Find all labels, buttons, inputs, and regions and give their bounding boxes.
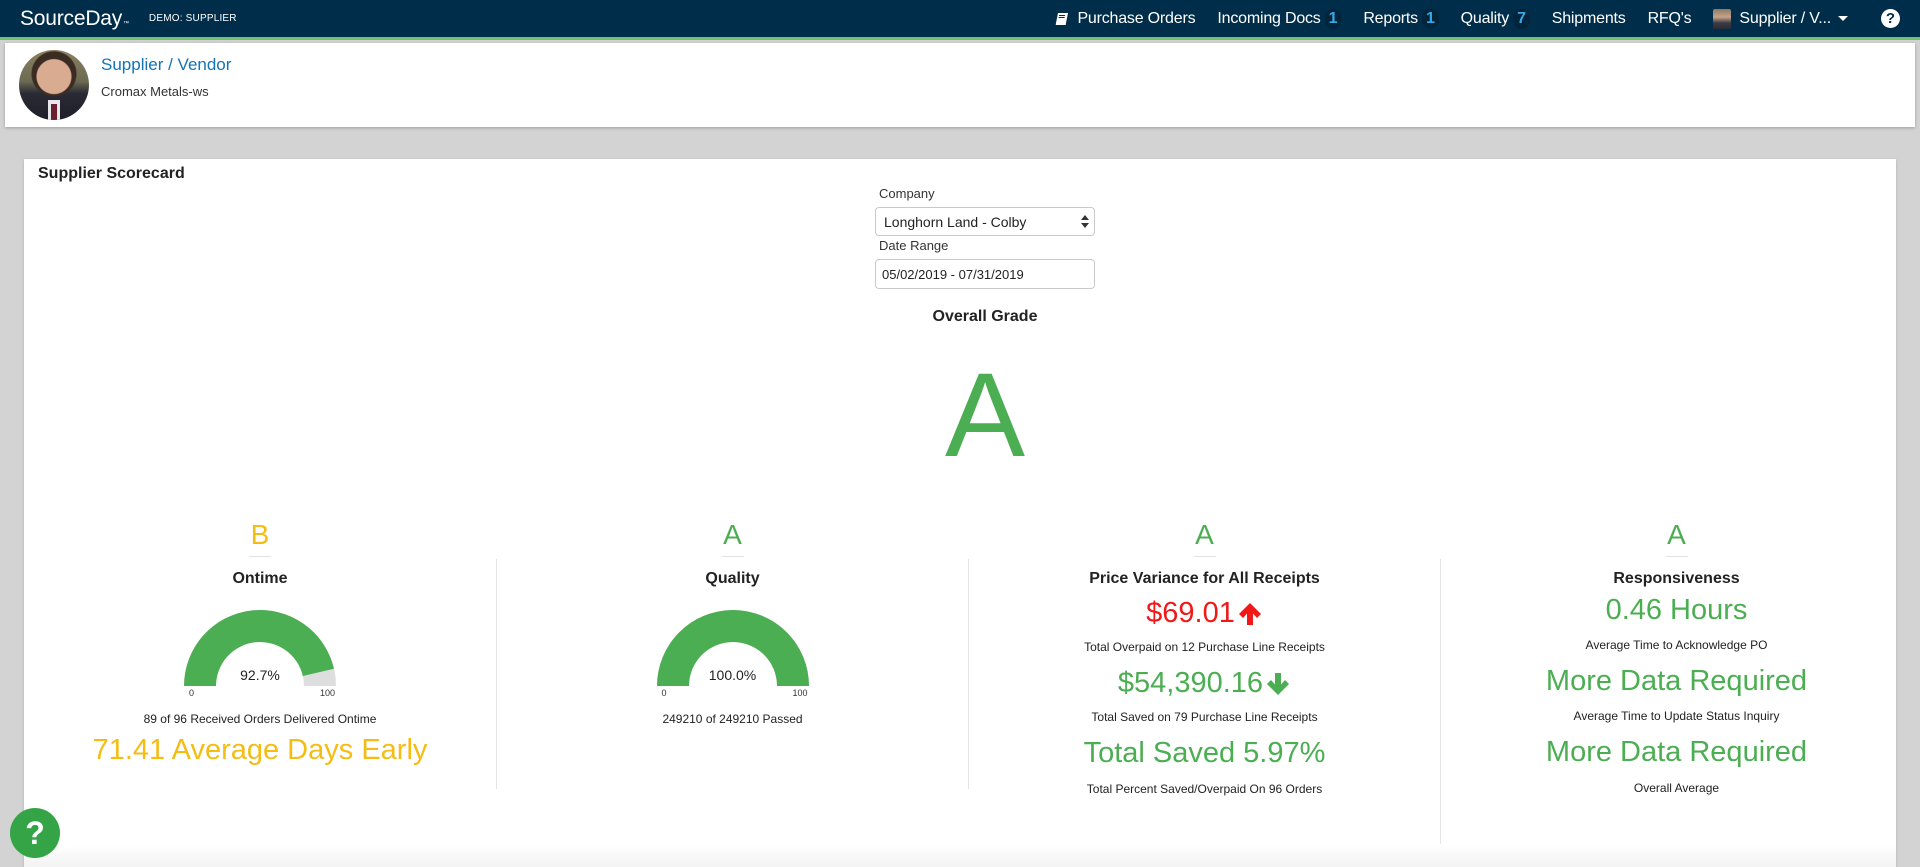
nav-quality[interactable]: Quality 7 — [1450, 0, 1541, 37]
overpaid-value: $69.01 — [1146, 597, 1235, 629]
nav-reports[interactable]: Reports 1 — [1352, 0, 1449, 37]
acknowledge-label: Average Time to Acknowledge PO — [1585, 638, 1768, 652]
quality-gauge-min: 0 — [661, 688, 667, 698]
demo-label: DEMO: SUPPLIER — [148, 13, 237, 24]
arrow-down-icon — [1267, 673, 1290, 696]
overall-grade-label: Overall Grade — [932, 308, 1038, 325]
profile-company: Cromax Metals-ws — [101, 84, 209, 99]
ontime-gauge-arc — [184, 609, 336, 686]
brand-logo[interactable]: SourceDay ™ — [20, 7, 129, 31]
quality-title: Quality — [705, 570, 760, 587]
user-avatar-small — [1713, 8, 1732, 29]
nav-quality-label: Quality — [1460, 9, 1510, 27]
saved-value: $54,390.16 — [1117, 667, 1264, 699]
company-select[interactable]: Longhorn Land - Colby — [875, 207, 1095, 236]
top-nav: SourceDay ™ DEMO: SUPPLIER Purchase Order… — [0, 0, 1920, 40]
profile-name-link[interactable]: Supplier / Vendor — [101, 55, 232, 74]
percent-saved-label: Total Percent Saved/Overpaid On 96 Order… — [1086, 782, 1323, 796]
brand-name: SourceDay — [20, 6, 123, 30]
ontime-detail: 89 of 96 Received Orders Delivered Ontim… — [143, 712, 377, 726]
arrow-up-icon — [1238, 603, 1261, 626]
caret-down-icon — [1838, 16, 1848, 21]
overpaid-label: Total Overpaid on 12 Purchase Line Recei… — [1084, 640, 1325, 654]
nav-rfqs-label: RFQ's — [1647, 9, 1692, 27]
ontime-gauge-max: 100 — [319, 688, 335, 698]
company-select-value: Longhorn Land - Colby — [884, 213, 1027, 230]
user-menu-label: Supplier / V... — [1739, 9, 1831, 27]
percent-saved-value: Total Saved 5.97% — [1083, 737, 1326, 769]
price-variance-title: Price Variance for All Receipts — [1089, 570, 1320, 587]
saved-label: Total Saved on 79 Purchase Line Receipts — [1091, 710, 1318, 724]
ontime-title: Ontime — [232, 570, 288, 587]
nav-incoming-docs[interactable]: Incoming Docs 1 — [1206, 0, 1352, 37]
nav-purchase-orders-label: Purchase Orders — [1077, 9, 1196, 27]
divider — [721, 556, 744, 557]
ontime-grade: B — [250, 519, 270, 550]
divider — [1665, 556, 1688, 557]
status-inquiry-value: More Data Required — [1545, 665, 1808, 697]
nav-purchase-orders[interactable]: Purchase Orders — [1044, 0, 1206, 37]
card-bottom-edge — [24, 845, 1896, 867]
nav-rfqs[interactable]: RFQ's — [1637, 0, 1703, 37]
overall-average-value: More Data Required — [1545, 736, 1808, 768]
quality-gauge-value: 100.0% — [708, 667, 757, 683]
nav-menu: Purchase Orders Incoming Docs 1 Reports … — [1044, 0, 1920, 37]
reports-badge: 1 — [1421, 8, 1439, 29]
ontime-highlight: 71.41 Average Days Early — [92, 734, 428, 766]
help-chat-button[interactable]: ? — [10, 808, 60, 858]
ontime-column: B Ontime 92.7% 0 100 89 of 96 Received O… — [24, 519, 496, 849]
ontime-gauge-min: 0 — [189, 688, 195, 698]
overall-grade-value: A — [944, 348, 1026, 482]
scorecard-filters: Company Longhorn Land - Colby Date Range… — [875, 186, 1095, 289]
divider — [1193, 556, 1216, 557]
responsiveness-title: Responsiveness — [1613, 570, 1740, 587]
nav-reports-label: Reports — [1363, 9, 1418, 27]
help-icon[interactable]: ? — [1881, 9, 1900, 28]
company-label: Company — [879, 186, 935, 201]
select-arrows-icon — [1081, 215, 1089, 229]
date-range-input[interactable]: 05/02/2019 - 07/31/2019 — [875, 259, 1095, 289]
quality-gauge: 100.0% 0 100 — [653, 606, 813, 702]
book-icon — [1056, 12, 1069, 25]
divider — [249, 556, 271, 557]
ontime-gauge-value: 92.7% — [240, 667, 280, 683]
responsiveness-grade: A — [1667, 519, 1686, 550]
profile-avatar — [19, 50, 89, 120]
acknowledge-value: 0.46 Hours — [1605, 594, 1748, 626]
price-variance-column: A Price Variance for All Receipts $69.01… — [968, 519, 1440, 796]
supplier-scorecard-card: Supplier Scorecard Company Longhorn Land… — [24, 159, 1896, 867]
nav-shipments-label: Shipments — [1551, 9, 1626, 27]
status-inquiry-label: Average Time to Update Status Inquiry — [1573, 709, 1780, 723]
scorecard-title: Supplier Scorecard — [38, 165, 185, 182]
nav-shipments[interactable]: Shipments — [1541, 0, 1637, 37]
incoming-docs-badge: 1 — [1324, 8, 1342, 29]
brand-trademark: ™ — [123, 20, 129, 27]
user-menu[interactable]: Supplier / V... — [1702, 0, 1859, 37]
profile-header: Supplier / Vendor Cromax Metals-ws — [5, 43, 1915, 127]
quality-badge: 7 — [1513, 8, 1530, 29]
overall-average-label: Overall Average — [1633, 781, 1720, 795]
quality-detail: 249210 of 249210 Passed — [662, 712, 803, 726]
date-range-label: Date Range — [879, 238, 949, 253]
quality-column: A Quality 100.0% 0 100 249210 of 249210 … — [496, 519, 968, 789]
responsiveness-column: A Responsiveness 0.46 Hours Average Time… — [1440, 519, 1912, 844]
price-variance-grade: A — [1195, 519, 1214, 550]
quality-gauge-arc — [656, 610, 809, 686]
nav-incoming-docs-label: Incoming Docs — [1217, 9, 1321, 27]
quality-gauge-max: 100 — [792, 688, 808, 698]
ontime-gauge: 92.7% 0 100 — [180, 606, 340, 702]
quality-grade: A — [723, 519, 742, 550]
